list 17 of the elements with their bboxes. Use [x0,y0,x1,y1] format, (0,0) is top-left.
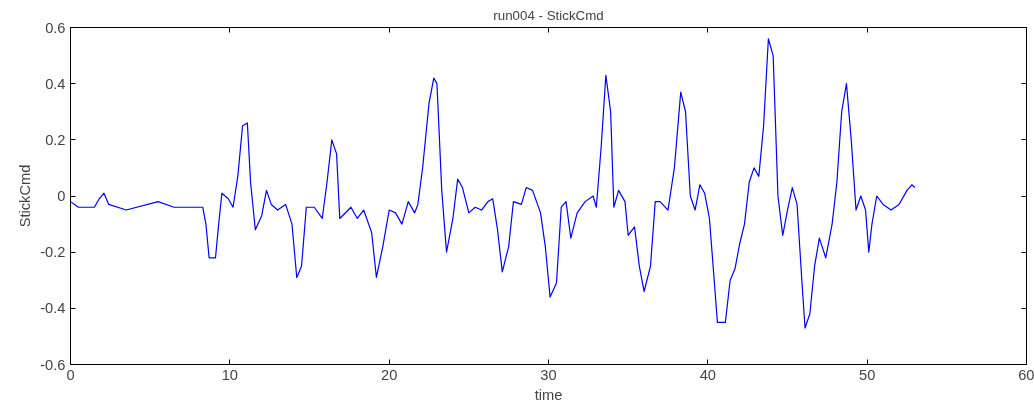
chart-title: run004 - StickCmd [493,7,604,23]
x-tick-label: 40 [699,366,716,383]
x-tick-label: 20 [381,366,398,383]
x-axis-title: time [534,386,563,403]
x-tick-label: 50 [859,366,876,383]
y-tick-label: -0.2 [40,244,66,261]
x-tick-label: 60 [1018,366,1034,383]
x-tick-label: 30 [540,366,557,383]
y-tick-label: 0.4 [45,75,66,92]
y-tick-label: -0.4 [40,300,66,317]
y-tick-label: 0.6 [45,19,66,36]
y-tick-label: 0.2 [45,131,66,148]
y-tick-label: -0.6 [40,356,66,373]
x-tick-label: 10 [221,366,238,383]
y-axis-title: StickCmd [17,164,34,228]
y-tick-label: 0 [57,188,66,204]
line-series [70,38,916,329]
